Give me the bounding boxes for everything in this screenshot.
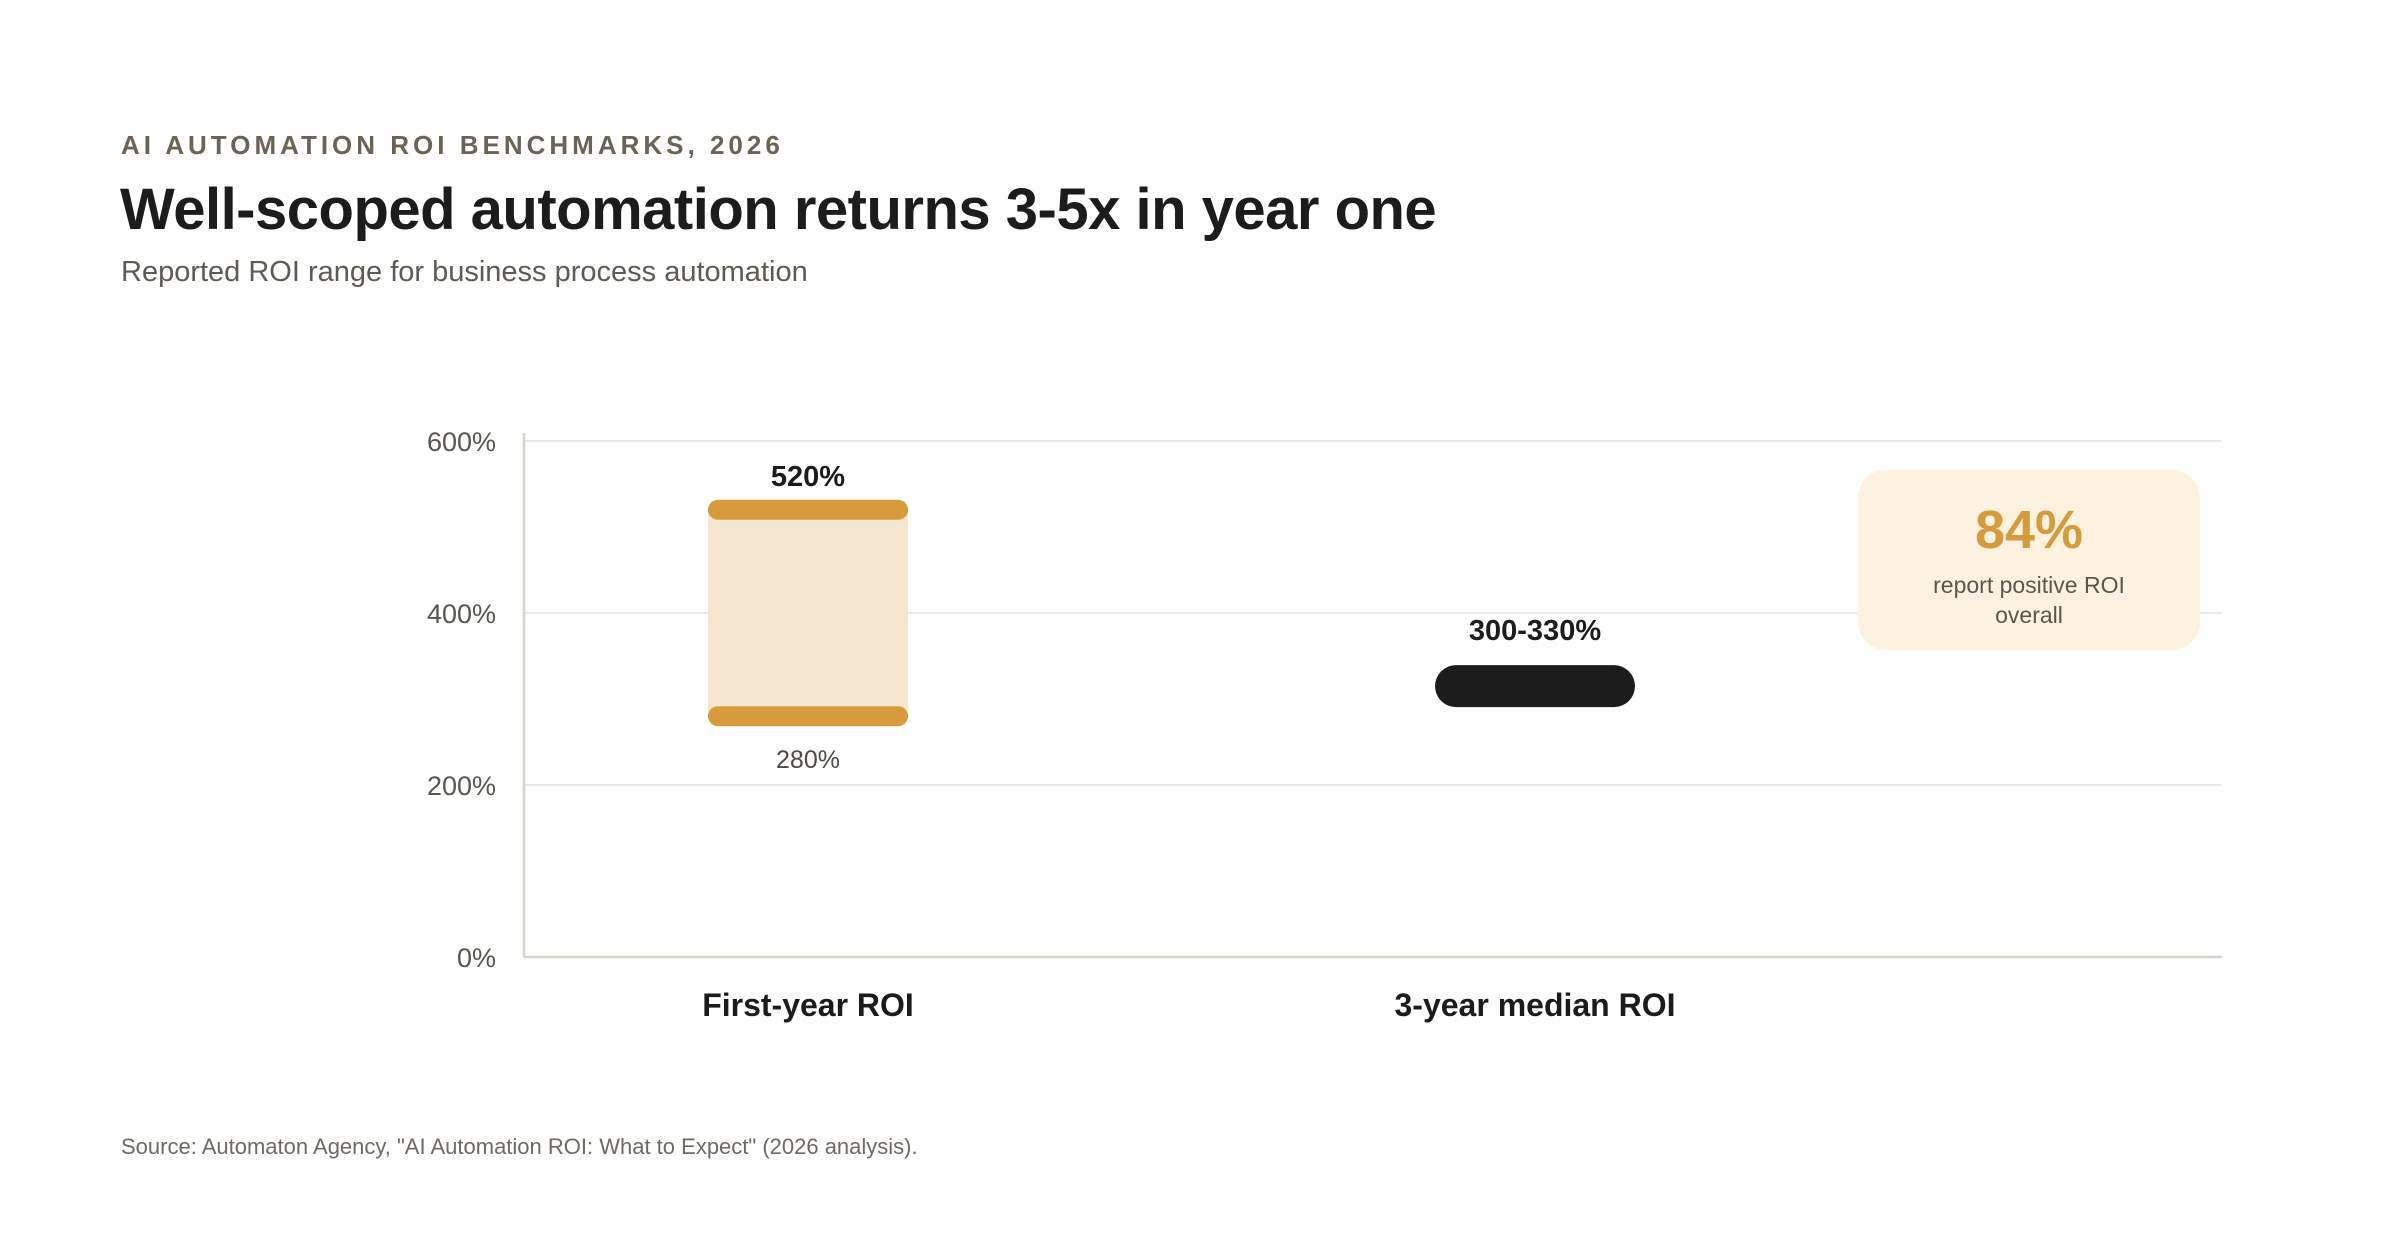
y-tick-label: 400%	[427, 599, 496, 629]
first-year-low-cap	[708, 706, 908, 727]
chart-title: Well-scoped automation returns 3-5x in y…	[120, 177, 1437, 242]
callout-value: 84%	[1974, 500, 2084, 560]
first-year-low-label: 280%	[776, 746, 840, 774]
y-tick-label: 200%	[427, 771, 496, 801]
callout-text: report positive ROI overall	[1933, 572, 2125, 628]
first-year-high-label: 520%	[771, 461, 845, 493]
source-note: Source: Automaton Agency, "AI Automation…	[121, 1134, 918, 1159]
positive-roi-callout: 84% report positive ROI overall	[1858, 470, 2200, 650]
first-year-range-band	[708, 509, 908, 717]
y-tick-label: 0%	[457, 943, 496, 973]
x-category-label: First-year ROI	[702, 987, 914, 1023]
chart-eyebrow: AI AUTOMATION ROI BENCHMARKS, 2026	[121, 130, 784, 160]
first-year-high-cap	[708, 499, 908, 520]
chart-subtitle: Reported ROI range for business process …	[121, 256, 808, 288]
three-year-median-bar	[1435, 665, 1635, 708]
three-year-range-label: 300-330%	[1469, 615, 1601, 647]
x-category-label: 3-year median ROI	[1395, 987, 1676, 1023]
y-tick-label: 600%	[427, 427, 496, 457]
